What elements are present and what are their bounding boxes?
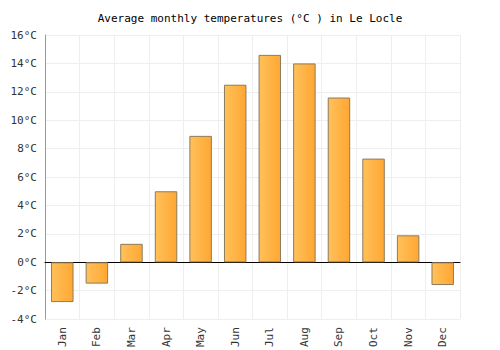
svg-text:14°C: 14°C [11,57,38,70]
svg-text:4°C: 4°C [17,199,37,212]
svg-text:6°C: 6°C [17,171,37,184]
svg-text:Jan: Jan [56,327,69,347]
svg-text:12°C: 12°C [11,85,38,98]
svg-text:Sep: Sep [332,327,345,347]
svg-text:Oct: Oct [367,327,380,347]
svg-text:-2°C: -2°C [11,284,38,297]
svg-text:2°C: 2°C [17,227,37,240]
svg-text:-4°C: -4°C [11,313,38,326]
svg-text:8°C: 8°C [17,142,37,155]
svg-text:0°C: 0°C [17,256,37,269]
svg-text:Mar: Mar [125,327,138,347]
svg-text:May: May [194,327,207,347]
svg-text:Dec: Dec [436,327,449,347]
svg-text:Feb: Feb [90,327,103,347]
svg-text:Apr: Apr [160,327,173,347]
svg-text:16°C: 16°C [11,29,38,42]
svg-text:Average monthly temperatures (: Average monthly temperatures (°C ) in Le… [98,12,403,25]
svg-text:Nov: Nov [402,327,415,347]
svg-text:Jul: Jul [263,327,276,347]
svg-text:10°C: 10°C [11,114,38,127]
svg-text:Aug: Aug [298,327,311,347]
svg-text:Jun: Jun [229,327,242,347]
